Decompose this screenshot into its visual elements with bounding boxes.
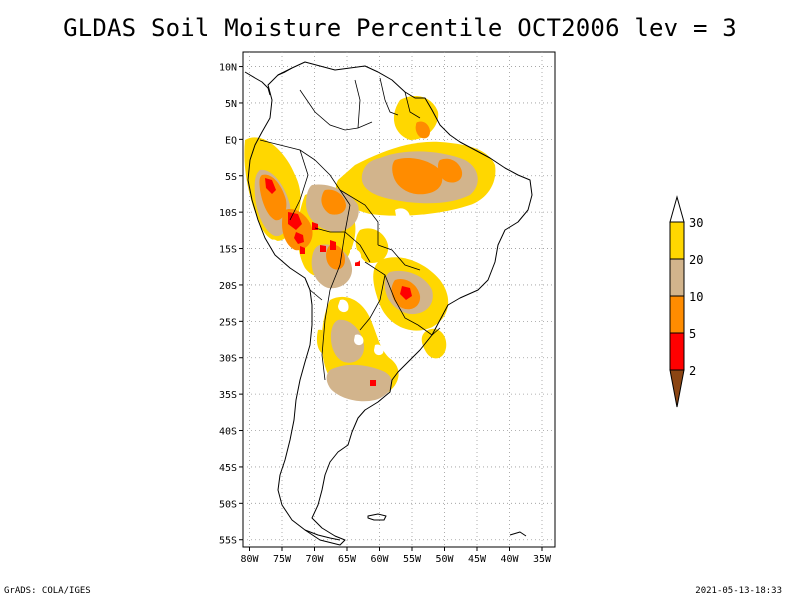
- colorbar-bottom-arrow: [669, 369, 685, 408]
- coastlines: [244, 61, 533, 546]
- lon-tick-label: 50W: [435, 554, 454, 565]
- colorbar-label-10: 10: [689, 290, 703, 304]
- lat-tick-label: 30S: [219, 354, 237, 365]
- colorbar-swatch-2-5: [669, 332, 685, 371]
- south-america-coastline: [247, 61, 533, 546]
- lat-tick-label: 10S: [219, 208, 237, 219]
- lon-tick-label: 70W: [305, 554, 324, 565]
- colorbar-swatch-20-30: [669, 221, 685, 260]
- field-above-30: [270, 208, 410, 356]
- lat-tick-label: 35S: [219, 390, 237, 401]
- colorbar-swatch-10-20: [669, 258, 685, 297]
- lat-tick-label: 5S: [225, 172, 237, 183]
- lat-tick-label: 15S: [219, 245, 237, 256]
- colorbar-label-30: 30: [689, 216, 703, 230]
- map-title: GLDAS Soil Moisture Percentile OCT2006 l…: [63, 14, 737, 42]
- lon-tick-label: 80W: [240, 554, 259, 565]
- colorbar-label-5: 5: [689, 327, 696, 341]
- central-america-coast: [244, 71, 271, 96]
- lat-tick-label: 10N: [219, 63, 237, 74]
- lon-tick-label: 35W: [533, 554, 552, 565]
- south-georgia: [509, 531, 527, 537]
- lat-tick-label: 40S: [219, 427, 237, 438]
- field-5-10: [259, 121, 463, 310]
- lat-tick-label: 50S: [219, 499, 237, 510]
- lat-tick-label: 55S: [219, 536, 237, 547]
- caribbean-coast: [277, 67, 293, 76]
- lon-tick-label: 75W: [273, 554, 292, 565]
- lat-tick-label: 25S: [219, 317, 237, 328]
- lon-tick-label: 65W: [338, 554, 357, 565]
- tierra-del-fuego: [304, 529, 341, 541]
- lon-tick-label: 55W: [403, 554, 422, 565]
- footer-credit: GrADS: COLA/IGES: [4, 586, 91, 596]
- lon-tick-label: 45W: [468, 554, 487, 565]
- lat-tick-label: 5N: [225, 99, 237, 110]
- footer-timestamp: 2021-05-13-18:33: [695, 586, 782, 596]
- colorbar-label-20: 20: [689, 253, 703, 267]
- lon-tick-label: 60W: [370, 554, 389, 565]
- colorbar-top-arrow: [669, 195, 685, 223]
- percentile-fields: [244, 96, 496, 402]
- colorbar: 30 20 10 5 2: [669, 195, 703, 408]
- country-borders: [259, 77, 441, 381]
- colorbar-swatch-5-10: [669, 295, 685, 334]
- latitude-labels: 10N 5N EQ 5S 10S 15S 20S 25S 30S 35S 40S 45S 50S 55S: [219, 63, 243, 547]
- lat-tick-label: 45S: [219, 463, 237, 474]
- lat-tick-label: EQ: [225, 135, 237, 146]
- falklands: [367, 513, 387, 521]
- lat-tick-label: 20S: [219, 281, 237, 292]
- colorbar-label-2: 2: [689, 364, 696, 378]
- longitude-labels: 80W 75W 70W 65W 60W 55W 50W 45W 40W 35W: [240, 547, 552, 565]
- lon-tick-label: 40W: [500, 554, 519, 565]
